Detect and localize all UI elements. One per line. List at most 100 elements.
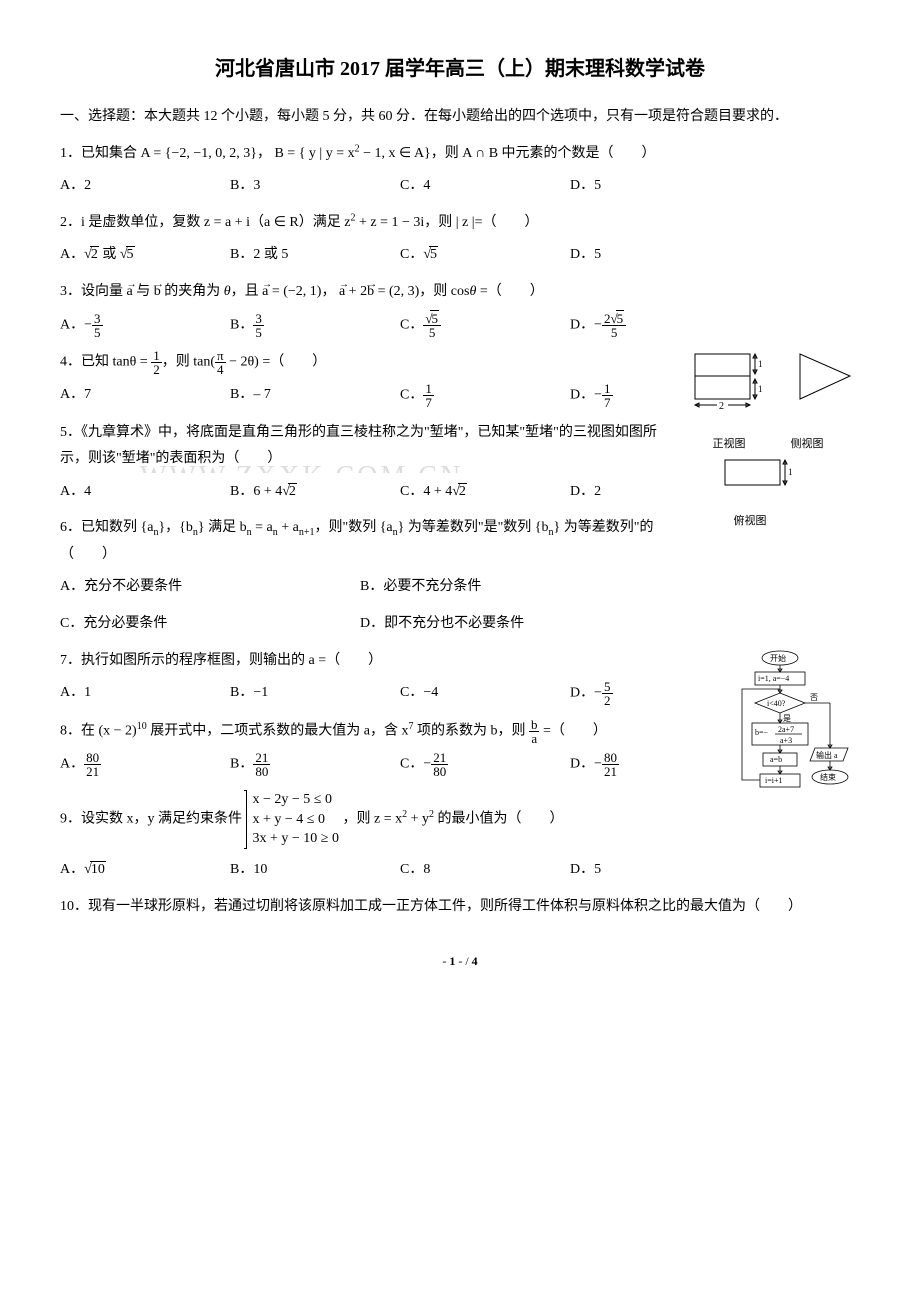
q6-m3: = a xyxy=(252,520,273,535)
q8-c-pre: C．− xyxy=(400,757,431,772)
vec-a3: a xyxy=(339,284,345,299)
q2-opt-a: A．2 或 5 xyxy=(60,242,230,269)
q8-fd: a xyxy=(529,732,540,745)
q4-pre: 4．已知 tanθ = xyxy=(60,355,151,370)
q4-opt-b: B．– 7 xyxy=(230,382,400,409)
q8-exp: 10 xyxy=(137,721,147,732)
q8-b-n: 21 xyxy=(253,751,270,765)
q8-c-d: 80 xyxy=(431,765,448,778)
dim-1b: 1 xyxy=(758,384,763,394)
q9-options: A．10 B．10 C．8 D．5 xyxy=(60,857,860,884)
q7-d-pre: D．− xyxy=(570,686,602,701)
vec-b: b xyxy=(154,284,161,299)
q6-m6: } 为等差数列"是"数列 {b xyxy=(398,520,549,535)
q5-opt-c: C．4 + 42 xyxy=(400,479,570,506)
q6-opt-b: B．必要不充分条件 xyxy=(360,574,660,601)
q8-fn: b xyxy=(529,718,540,732)
q7-opt-d: D．−52 xyxy=(570,680,740,707)
q3-b-pre: B． xyxy=(230,317,253,332)
q9-pre: 9．设实数 x，y 满足约束条件 xyxy=(60,812,246,827)
q3-options: A．−35 B．35 C．55 D．−255 xyxy=(60,312,860,339)
q5-c-pre: C．4 + 4 xyxy=(400,484,452,499)
q6-opt-d: D．即不充分也不必要条件 xyxy=(360,611,660,638)
q3-a-d: 5 xyxy=(92,326,103,339)
q8-pre: 8．在 (x − 2) xyxy=(60,723,137,738)
fl-inc: i=i+1 xyxy=(765,776,782,785)
q1-opt-b: B．3 xyxy=(230,173,400,200)
q4-mid: ，则 tan( xyxy=(162,355,215,370)
q6-opt-a: A．充分不必要条件 xyxy=(60,574,360,601)
q6-m5: ，则"数列 {a xyxy=(314,520,392,535)
q3-c-pre: C． xyxy=(400,317,423,332)
front-label: 正视图 xyxy=(690,434,768,455)
q9-post: 的最小值为（ ） xyxy=(434,812,564,827)
q7-opt-b: B．−1 xyxy=(230,680,400,707)
q8-a-pre: A． xyxy=(60,757,84,772)
q3: 3．设向量 a 与 b 的夹角为 θ，且 a = (−2, 1)， a + 2b… xyxy=(60,279,860,306)
q7-options: A．1 B．−1 C．−4 D．−52 xyxy=(60,680,722,707)
q7-d-d: 2 xyxy=(602,694,613,707)
q4-opt-d: D．−17 xyxy=(570,382,740,409)
q5-opt-d: D．2 xyxy=(570,479,740,506)
footer-total: 4 xyxy=(472,954,478,968)
q1-options: A．2 B．3 C．4 D．5 xyxy=(60,173,860,200)
q1: 1．已知集合 A = {−2, −1, 0, 2, 3}， B = { y | … xyxy=(60,141,860,168)
q5-options: A．4 B．6 + 42 C．4 + 42 D．2 xyxy=(60,479,682,506)
q2-opt-c: C． 5 xyxy=(400,242,570,269)
q4-f1d: 2 xyxy=(151,363,162,376)
q6-p1: 6．已知数列 {a xyxy=(60,520,153,535)
q4-opt-a: A．7 xyxy=(60,382,230,409)
vec-a2: a xyxy=(262,284,268,299)
q3-c-d: 5 xyxy=(423,326,441,339)
q9-cases: x − 2y − 5 ≤ 0 x + y − 4 ≤ 0 3x + y − 10… xyxy=(246,790,339,849)
q2-options: A．2 或 5 B．2 或 5 C．5 D．5 xyxy=(60,242,860,269)
fl-end: 结束 xyxy=(820,772,836,782)
q6-m4: + a xyxy=(278,520,299,535)
q8-opt-d: D．−8021 xyxy=(570,751,740,778)
q9-l1: x − 2y − 5 ≤ 0 xyxy=(253,790,339,810)
q5-opt-b: B．6 + 42 xyxy=(230,479,400,506)
q9-a-r: 10 xyxy=(90,861,106,877)
q4-opt-c: C．17 xyxy=(400,382,570,409)
q4-post: − 2θ) =（ ） xyxy=(226,355,327,370)
q4-options: A．7 B．– 7 C．17 D．−17 xyxy=(60,382,682,409)
q6-opt-c: C．充分必要条件 xyxy=(60,611,360,638)
fl-out: 输出 a xyxy=(816,750,838,760)
q7-d-n: 5 xyxy=(602,680,613,694)
q4-c-n: 1 xyxy=(423,382,434,396)
q3-b-d: 5 xyxy=(253,326,264,339)
q3-d-d: 5 xyxy=(602,326,626,339)
q8: 8．在 (x − 2)10 展开式中，二项式系数的最大值为 a，含 x7 项的系… xyxy=(60,718,860,745)
q10: 10．现有一半球形原料，若通过切削将该原料加工成一正方体工件，则所得工件体积与原… xyxy=(60,894,860,921)
q9: 9．设实数 x，y 满足约束条件 x − 2y − 5 ≤ 0 x + y − … xyxy=(60,788,860,851)
q4-d-d: 7 xyxy=(602,396,613,409)
q5: 5．《九章算术》中，将底面是直角三角形的直三棱柱称之为"堑堵"，已知某"堑堵"的… xyxy=(60,420,682,473)
doc-title: 河北省唐山市 2017 届学年高三（上）期末理科数学试卷 xyxy=(60,50,860,88)
q2-a-mid: 或 xyxy=(99,247,120,262)
q2-c-pre: C． xyxy=(400,247,423,262)
q3-b-n: 3 xyxy=(253,312,264,326)
q7-opt-a: A．1 xyxy=(60,680,230,707)
q8-b-d: 80 xyxy=(253,765,270,778)
q4: 4．已知 tanθ = 12，则 tan(π4 − 2θ) =（ ） xyxy=(60,349,860,376)
q9-opt-b: B．10 xyxy=(230,857,400,884)
q2-c-r: 5 xyxy=(429,246,438,262)
fl-init: i=1, a=−4 xyxy=(758,674,789,683)
q5-opt-a: A．4 xyxy=(60,479,230,506)
q1-opt-d: D．5 xyxy=(570,173,740,200)
q8-mid: 展开式中，二项式系数的最大值为 a，含 x xyxy=(147,723,409,738)
footer-mid: - / xyxy=(455,954,471,968)
q2-stem-pre: 2．i 是虚数单位，复数 z = a + i（a ∈ R）满足 z xyxy=(60,215,350,230)
q2: 2．i 是虚数单位，复数 z = a + i（a ∈ R）满足 z2 + z =… xyxy=(60,210,860,237)
q2-opt-b: B．2 或 5 xyxy=(230,242,400,269)
q2-a-r1: 2 xyxy=(90,246,99,262)
q8-c-n: 21 xyxy=(431,751,448,765)
dim-1c: 1 xyxy=(788,467,793,477)
fl-cond: i<40? xyxy=(767,699,786,708)
q9-mid2: + y xyxy=(407,812,429,827)
page-footer: - 1 - / 4 xyxy=(60,950,860,973)
q1-stem-pre: 1．已知集合 A = {−2, −1, 0, 2, 3}， B = { y | … xyxy=(60,146,355,161)
fl-no: 否 xyxy=(810,693,818,702)
q3-a-n: 3 xyxy=(92,312,103,326)
q9-l2: x + y − 4 ≤ 0 xyxy=(253,810,339,830)
